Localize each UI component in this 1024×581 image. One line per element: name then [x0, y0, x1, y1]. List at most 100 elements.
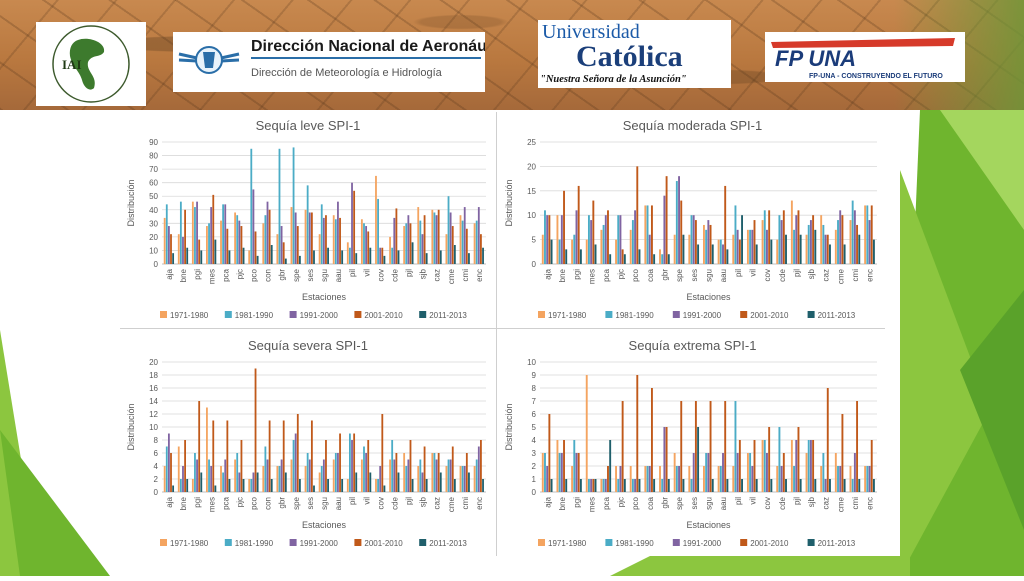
bar-1971-1980-cmi: [459, 215, 462, 264]
bar-2011-2013-ses: [697, 244, 700, 264]
bar-1971-1980-enc: [473, 223, 476, 264]
fpuna-logo: FP UNA FP-UNA - CONSTRUYENDO EL FUTURO: [765, 32, 965, 82]
y-tick-label: 0: [532, 260, 537, 269]
bar-1991-2000-sgu: [322, 217, 325, 264]
y-tick-label: 2: [154, 475, 159, 484]
bar-2011-2013-pjc: [623, 254, 626, 264]
legend-label: 1971-1980: [170, 539, 209, 548]
bar-1981-1990-pjl: [793, 466, 796, 492]
bar-1981-1990-pjc: [617, 479, 620, 492]
x-tick-label: pca: [221, 268, 230, 281]
bar-1981-1990-cme: [837, 220, 839, 264]
bar-1981-1990-gbr: [278, 148, 281, 264]
legend-swatch: [160, 539, 167, 546]
bar-1971-1980-sjb: [805, 234, 808, 264]
iai-acronym: IAI: [62, 57, 82, 72]
bar-1991-2000-pgi: [196, 459, 198, 492]
bar-2011-2013-pjc: [623, 479, 626, 492]
bar-1971-1980-gbr: [659, 249, 661, 264]
iai-ring: [52, 25, 130, 103]
bar-1991-2000-con: [266, 201, 269, 264]
x-tick-label: pjc: [617, 269, 626, 279]
bar-1991-2000-vil: [751, 466, 754, 492]
bar-1991-2000-enc: [868, 466, 871, 492]
bar-2011-2013-cde: [785, 234, 787, 264]
bar-2011-2013-pgi: [579, 249, 582, 264]
x-tick-label: aau: [334, 269, 343, 282]
x-tick-label: vil: [362, 497, 371, 505]
bar-1991-2000-pca: [604, 215, 607, 264]
bar-1971-1980-sjb: [417, 207, 420, 264]
x-tick-label: pil: [734, 497, 743, 505]
bar-1971-1980-cme: [445, 234, 448, 264]
bar-1991-2000-aau: [337, 201, 339, 264]
bar-2001-2010-pca: [607, 210, 609, 264]
bar-1971-1980-cme: [445, 466, 448, 492]
x-tick-label: enc: [866, 497, 875, 510]
bar-2001-2010-pil: [738, 440, 741, 492]
bar-1981-1990-sjb: [807, 224, 810, 264]
x-tick-label: spe: [292, 268, 301, 281]
bar-2001-2010-caz: [826, 234, 829, 264]
chart-sequia-moderada: Sequía moderada SPI-1 0 5 10 15 20 25 Distribuc…: [500, 112, 885, 326]
bar-2001-2010-aau: [339, 217, 341, 264]
uc-line1: Universidad: [542, 21, 640, 43]
legend-swatch: [538, 539, 545, 546]
x-tick-label: enc: [475, 269, 484, 282]
bar-1981-1990-cde: [778, 427, 781, 492]
dinac-logo: Dirección Nacional de Aeronáutica Civil …: [173, 32, 553, 92]
x-tick-label: gbr: [661, 497, 670, 509]
bar-1971-1980-gbr: [659, 466, 661, 492]
legend-swatch: [807, 311, 815, 318]
bar-1981-1990-sjb: [807, 440, 810, 492]
y-tick-label: 2: [532, 462, 537, 471]
bar-2011-2013-mes: [214, 239, 217, 264]
y-tick-label: 0: [532, 488, 537, 497]
y-tick-label: 15: [527, 187, 536, 196]
bar-1991-2000-pjl: [795, 440, 798, 492]
bar-1991-2000-enc: [868, 220, 871, 264]
bar-1971-1980-aau: [717, 466, 720, 492]
bar-1991-2000-bne: [182, 236, 184, 264]
x-tick-label: spe: [675, 268, 684, 281]
bar-1981-1990-aja: [544, 210, 546, 264]
y-tick-label: 7: [532, 397, 537, 406]
x-tick-label: vil: [748, 497, 757, 505]
bar-1981-1990-sgu: [320, 204, 323, 264]
x-axis-label: Estaciones: [302, 520, 347, 530]
x-tick-label: bne: [179, 268, 188, 282]
bar-2011-2013-cme: [453, 479, 456, 492]
x-tick-label: pco: [631, 268, 640, 281]
bar-1981-1990-cov: [377, 479, 379, 492]
bar-2011-2013-pil: [355, 253, 358, 264]
x-tick-label: aau: [719, 497, 728, 510]
x-tick-label: cov: [763, 269, 772, 281]
bar-1991-2000-enc: [477, 207, 480, 264]
bar-1971-1980-pjl: [403, 453, 406, 492]
bar-2001-2010-pil: [353, 433, 356, 492]
bar-2001-2010-aja: [548, 215, 551, 264]
bar-1991-2000-cov: [379, 466, 382, 492]
x-tick-label: cov: [376, 497, 385, 509]
bar-2011-2013-bne: [186, 247, 189, 264]
x-tick-label: ses: [690, 269, 699, 281]
bar-2001-2010-cde: [395, 453, 398, 492]
y-tick-label: 5: [532, 423, 537, 432]
bar-1981-1990-sgu: [705, 453, 708, 492]
x-tick-label: pca: [221, 496, 230, 509]
bar-1971-1980-pgi: [571, 466, 574, 492]
legend-label: 2001-2010: [364, 311, 403, 320]
x-tick-label: coa: [646, 268, 655, 281]
x-tick-label: spe: [675, 496, 684, 509]
bar-1991-2000-cmi: [853, 210, 856, 264]
bar-1971-1980-con: [262, 223, 265, 264]
bar-1971-1980-pjc: [234, 212, 237, 264]
bar-2001-2010-mes: [592, 200, 595, 264]
bar-1991-2000-ses: [308, 212, 311, 264]
y-tick-label: 10: [527, 358, 536, 367]
y-tick-label: 10: [149, 246, 158, 255]
bar-2001-2010-con: [268, 420, 271, 492]
bar-2001-2010-spe: [296, 226, 299, 264]
bar-1981-1990-mes: [587, 215, 590, 264]
bar-1981-1990-pgi: [194, 207, 196, 264]
